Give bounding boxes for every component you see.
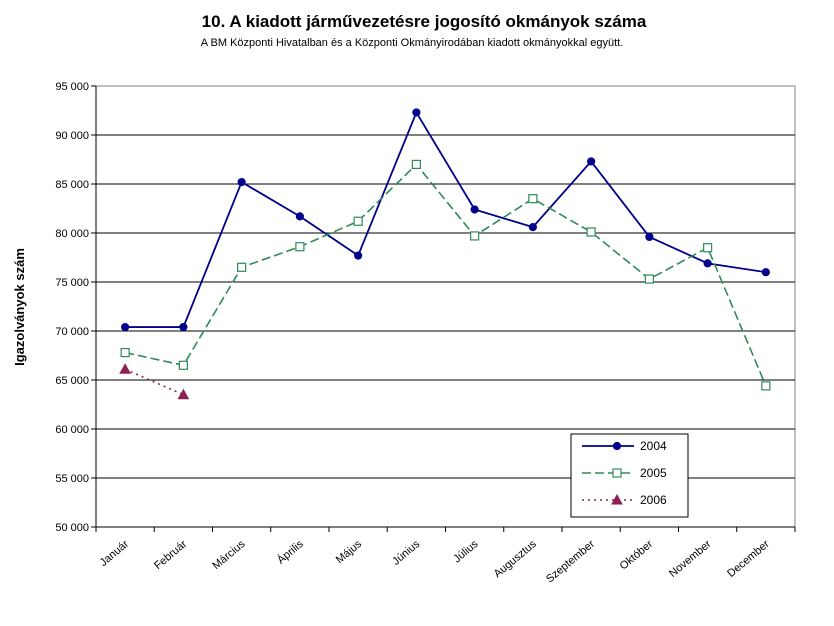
- legend-marker-2005: [612, 468, 622, 478]
- series-group: [119, 108, 771, 400]
- chart-title: 10. A kiadott járművezetésre jogosító ok…: [202, 12, 647, 31]
- y-tick-label: 90 000: [55, 130, 89, 142]
- legend-marker-2004: [612, 441, 622, 451]
- data-point-2004: [295, 212, 304, 221]
- x-tick-label: Március: [210, 538, 248, 572]
- data-point-2005: [470, 231, 480, 241]
- x-tick-label: Szeptember: [544, 538, 597, 586]
- y-tick-label: 65 000: [55, 375, 89, 387]
- data-point-2004: [645, 232, 654, 242]
- data-point-2004: [761, 268, 770, 277]
- data-point-2004: [237, 177, 246, 187]
- data-point-2004: [412, 108, 421, 117]
- x-tick-label: November: [667, 538, 714, 580]
- data-point-2005: [120, 347, 130, 358]
- x-tick-label: Február: [152, 538, 189, 572]
- y-tick-label: 80 000: [55, 228, 89, 240]
- grid-lines: [96, 134, 795, 479]
- x-tick-label: Október: [618, 538, 656, 573]
- data-point-2004: [354, 251, 363, 260]
- legend-box: [570, 433, 689, 518]
- data-point-2004: [528, 223, 537, 232]
- y-tick-label: 70 000: [55, 326, 89, 338]
- series-2006: [119, 363, 190, 400]
- y-tick-label: 95 000: [55, 81, 89, 93]
- data-point-2005: [237, 262, 247, 272]
- data-point-2005: [353, 216, 363, 226]
- y-tick-label: 55 000: [55, 473, 89, 485]
- x-tick-label: Június: [390, 538, 422, 568]
- data-point-2005: [295, 242, 305, 252]
- legend-label-2006: 2006: [640, 493, 667, 507]
- data-point-2004: [470, 205, 479, 214]
- data-point-2005: [761, 381, 771, 391]
- data-point-2006: [177, 388, 190, 400]
- y-tick-label: 50 000: [55, 522, 89, 534]
- data-point-2005: [411, 159, 421, 169]
- x-tick-label: December: [725, 538, 772, 580]
- legend: 2004 2005 2006: [570, 433, 689, 518]
- series-line-2005: [124, 163, 767, 387]
- chart-subtitle: A BM Központi Hivatalban és a Központi O…: [201, 37, 624, 49]
- y-tick-label: 60 000: [55, 424, 89, 436]
- data-point-2006: [119, 363, 131, 374]
- data-point-2005: [644, 274, 654, 284]
- legend-marker-2006: [611, 493, 623, 505]
- data-point-2005: [703, 243, 713, 253]
- data-point-2005: [586, 227, 596, 237]
- legend-label-2004: 2004: [640, 439, 667, 453]
- data-point-2004: [179, 322, 188, 332]
- data-point-2004: [703, 259, 712, 268]
- x-tick-label: Július: [451, 538, 481, 566]
- data-point-2004: [587, 157, 596, 166]
- y-tick-label: 75 000: [55, 277, 89, 289]
- plot-area: [95, 85, 796, 528]
- series-2004: [121, 108, 770, 332]
- y-axis-label: Igazolványok szám: [12, 248, 27, 366]
- series-line-2006: [124, 368, 184, 396]
- series-line-2004: [125, 110, 767, 328]
- legend-label-2005: 2005: [640, 466, 667, 480]
- series-2005: [120, 159, 771, 391]
- y-tick-label: 85 000: [55, 179, 89, 191]
- data-point-2005: [178, 360, 188, 370]
- x-tick-label: Augusztus: [492, 538, 539, 581]
- data-point-2004: [121, 322, 130, 332]
- x-tick-label: Április: [275, 537, 307, 567]
- x-tick-label: Május: [334, 538, 365, 566]
- data-point-2005: [528, 194, 538, 204]
- x-tick-label: Január: [98, 538, 132, 569]
